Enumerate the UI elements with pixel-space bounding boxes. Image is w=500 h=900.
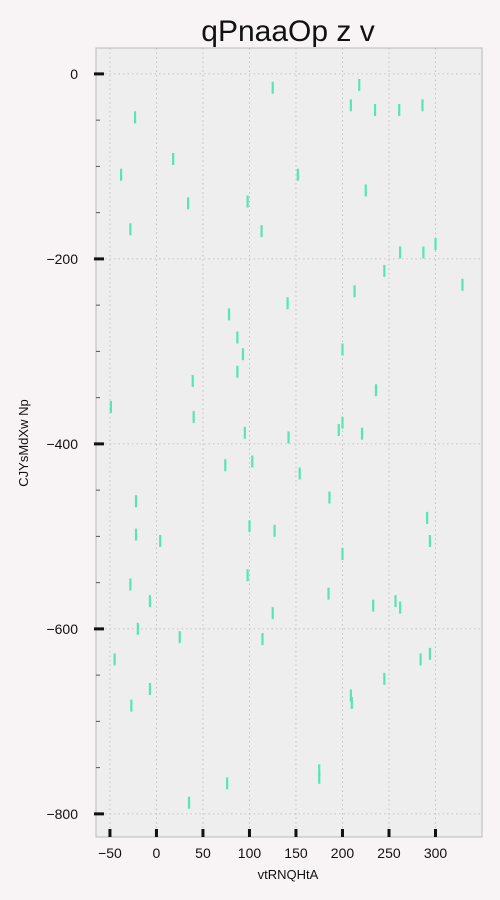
x-tick-label: 50 [195, 845, 211, 861]
chart-title: qPnaaOp z v [201, 15, 374, 48]
x-tick-label: 200 [331, 845, 355, 861]
y-tick-label: −600 [46, 621, 78, 637]
y-tick-label: −400 [46, 436, 78, 452]
y-tick-label: −800 [46, 806, 78, 822]
x-tick-label: 300 [424, 845, 448, 861]
x-tick-label: 250 [377, 845, 401, 861]
y-tick-label: −200 [46, 251, 78, 267]
x-tick-label: 100 [238, 845, 262, 861]
axis-ticks: −50 0 50 100 150 200 250 300 0 −200 −400 −600 −800 [46, 66, 447, 861]
y-axis-label: CJYsMdXw Np [16, 399, 31, 486]
x-axis-label: vtRNQHtA [258, 867, 319, 882]
y-tick-label: 0 [70, 66, 78, 82]
grid [96, 48, 482, 837]
x-tick-label: 150 [284, 845, 308, 861]
x-tick-label: −50 [98, 845, 122, 861]
data-points [109, 78, 464, 809]
x-tick-label: 0 [153, 845, 161, 861]
